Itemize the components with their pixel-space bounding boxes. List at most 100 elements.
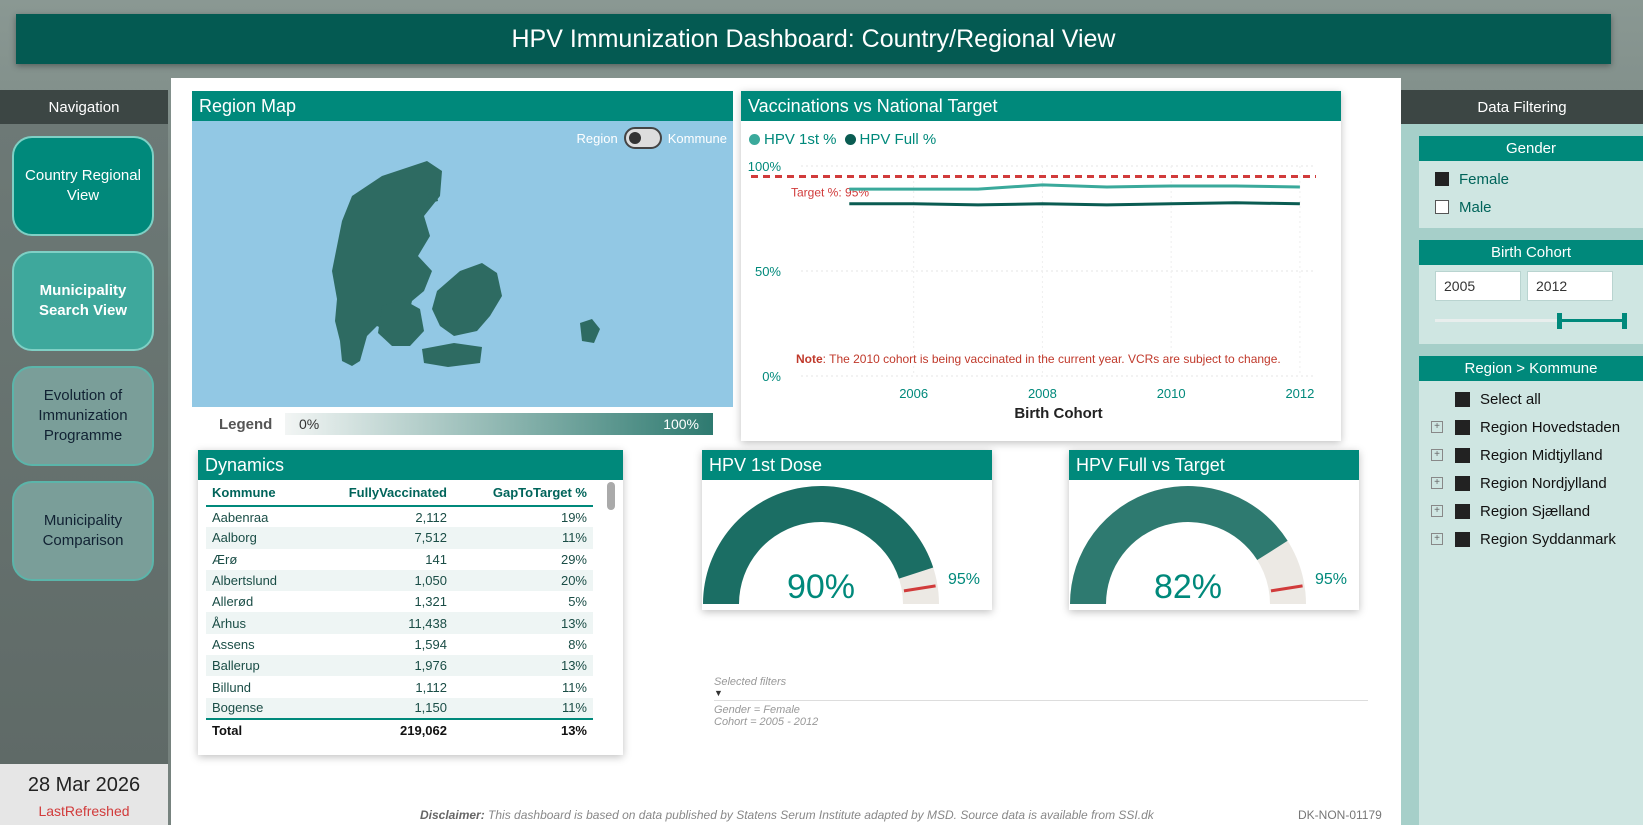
expand-icon[interactable]: + [1431,449,1443,461]
table-row[interactable]: Århus 11,438 13% [206,612,593,634]
region-item[interactable]: + Region Syddanmark [1419,525,1643,553]
legend-dot [749,134,760,145]
nav-municipality-comparison[interactable]: Municipality Comparison [12,481,154,581]
slider-handle-end[interactable] [1622,313,1627,329]
legend-item-hpv-1st[interactable]: HPV 1st % [749,131,837,148]
cell-fully-vaccinated: 141 [307,548,453,570]
cohort-slider[interactable] [1435,313,1627,329]
slider-range [1559,319,1627,322]
data-filtering-title: Data Filtering [1401,90,1643,124]
select-all-row[interactable]: Select all [1419,385,1643,413]
last-refreshed-label: LastRefreshed [38,803,130,819]
hpv-1st-dose-gauge: 90% 95% [703,486,980,606]
navigation-panel: Country Regional View Municipality Searc… [0,124,168,764]
toggle-switch[interactable] [623,127,662,149]
line-chart-legend: HPV 1st % HPV Full % [749,131,936,148]
x-axis-label: Birth Cohort [1014,405,1102,422]
col-fully-vaccinated[interactable]: FullyVaccinated [307,480,453,507]
col-kommune[interactable]: Kommune [206,480,308,507]
cell-fully-vaccinated: 11,438 [307,612,453,634]
dynamics-table: Kommune FullyVaccinated GapToTarget % Aa… [206,480,593,741]
table-row[interactable]: Ballerup 1,976 13% [206,655,593,677]
vaccinations-chart-card: Vaccinations vs National Target HPV 1st … [741,91,1341,441]
table-row[interactable]: Allerød 1,321 5% [206,591,593,613]
gauge-value-label: 90% [787,568,855,606]
dynamics-card: Dynamics Kommune FullyVaccinated GapToTa… [198,450,623,755]
y-tick-label: 50% [755,264,781,279]
note-bold: Note [796,352,823,366]
nav-evolution-of-immunization[interactable]: Evolution of Immunization Programme [12,366,154,466]
gauge-target-label: 95% [1315,571,1347,588]
table-row[interactable]: Albertslund 1,050 20% [206,569,593,592]
x-tick-label: 2008 [1028,386,1057,401]
nav-municipality-search-view[interactable]: Municipality Search View [12,251,154,351]
checkbox-select-all[interactable] [1455,391,1470,407]
table-row[interactable]: Bogense 1,150 11% [206,697,593,719]
cohort-to-input[interactable]: 2012 [1527,271,1613,301]
table-row[interactable]: Ærø 141 29% [206,548,593,570]
region-label: Region Syddanmark [1480,530,1616,548]
checkbox-female[interactable] [1435,172,1449,186]
gender-filter-title: Gender [1419,136,1643,161]
filter-panel: Gender Female Male Birth Cohort 2005 201… [1401,124,1643,825]
expand-icon[interactable]: + [1431,421,1443,433]
x-tick-label: 2010 [1157,386,1186,401]
gender-option-male[interactable]: Male [1419,193,1643,221]
checkbox-male[interactable] [1435,200,1449,214]
region-map-title: Region Map [192,91,733,121]
region-checkbox[interactable] [1455,503,1470,519]
series-line-2 [849,201,1300,207]
cell-kommune: Assens [206,633,308,656]
table-row[interactable]: Billund 1,112 11% [206,676,593,698]
gender-option-female[interactable]: Female [1419,165,1643,193]
cohort-from-input[interactable]: 2005 [1435,271,1521,301]
expand-icon[interactable]: + [1431,533,1443,545]
page-title: HPV Immunization Dashboard: Country/Regi… [511,24,1116,53]
region-checkbox[interactable] [1455,475,1470,491]
expand-icon[interactable]: + [1431,505,1443,517]
total-gap: 13% [453,717,593,741]
cell-gap: 20% [453,569,593,592]
expand-icon[interactable]: + [1431,477,1443,489]
region-label: Region Sjælland [1480,502,1591,520]
cell-gap: 19% [453,506,593,528]
table-row[interactable]: Aabenraa 2,112 19% [206,506,593,528]
slider-handle-start[interactable] [1557,313,1562,329]
cell-fully-vaccinated: 1,594 [307,633,453,656]
total-fully-vaccinated: 219,062 [307,717,453,741]
table-row[interactable]: Aalborg 7,512 11% [206,527,593,549]
region-item[interactable]: + Region Midtjylland [1419,441,1643,469]
table-row[interactable]: Assens 1,594 8% [206,633,593,656]
region-checkbox[interactable] [1455,419,1470,435]
legend-max: 100% [663,416,699,432]
cell-gap: 11% [453,676,593,698]
navigation-title: Navigation [0,90,168,124]
region-kommune-toggle[interactable]: Region Kommune [577,127,727,149]
region-map-card: Region Map Region Kommune [192,91,733,441]
region-item[interactable]: + Region Nordjylland [1419,469,1643,497]
disclaimer-text: This dashboard is based on data publishe… [484,808,1154,822]
region-item[interactable]: + Region Hovedstaden [1419,413,1643,441]
region-map[interactable]: Region Kommune [192,121,733,407]
last-refreshed-date: 28 Mar 2026 [27,774,141,796]
cell-fully-vaccinated: 1,976 [307,655,453,677]
legend-item-hpv-full[interactable]: HPV Full % [844,131,937,148]
map-region-jutland [332,161,442,366]
nav-country-regional-view[interactable]: Country Regional View [12,136,154,236]
col-gap-to-target[interactable]: GapToTarget % [453,480,593,507]
cell-kommune: Ballerup [206,655,308,677]
toggle-label-kommune: Kommune [667,130,727,146]
cell-fully-vaccinated: 1,050 [307,569,453,592]
dynamics-title: Dynamics [198,450,623,480]
table-scrollbar[interactable] [607,482,615,510]
legend-series-2: HPV Full % [859,131,937,148]
region-label: Region Midtjylland [1480,446,1603,464]
hpv-full-gauge: 82% 95% [1070,486,1347,606]
cell-gap: 13% [453,655,593,677]
cell-fully-vaccinated: 1,321 [307,591,453,613]
region-checkbox[interactable] [1455,447,1470,463]
region-item[interactable]: + Region Sjælland [1419,497,1643,525]
gauge-value-arc [703,486,934,604]
cell-gap: 8% [453,633,593,656]
region-checkbox[interactable] [1455,531,1470,547]
